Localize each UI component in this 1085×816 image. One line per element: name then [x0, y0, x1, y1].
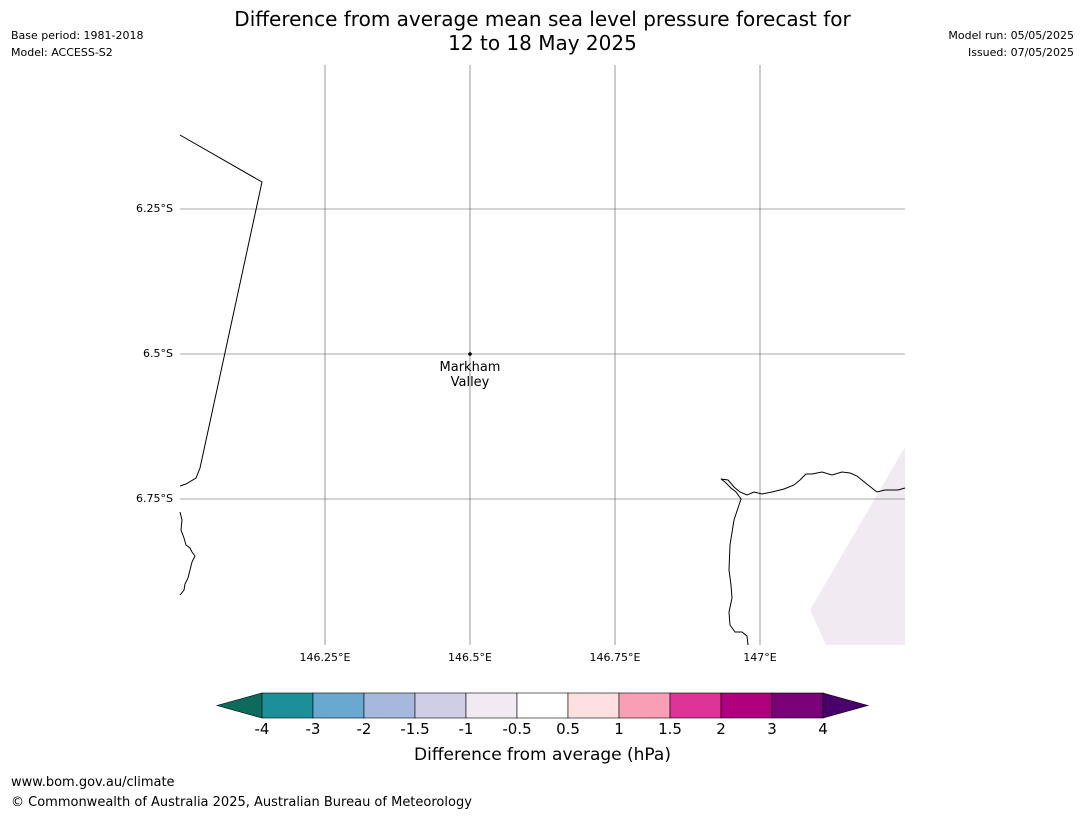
coastline-east [720, 471, 906, 646]
colorbar-tick-label: 4 [818, 720, 828, 738]
colorbar-segment [567, 692, 620, 719]
issued-date: Issued: 07/05/2025 [967, 46, 1074, 59]
border-line-west [179, 134, 263, 487]
anomaly-shading [810, 447, 905, 645]
place-label-line-1: Markham [439, 360, 501, 375]
colorbar [215, 692, 870, 719]
colorbar-tick-label: 1.5 [658, 720, 682, 738]
lat-label-6.5: 6.5°S [143, 347, 173, 360]
lon-label-147: 147°E [743, 651, 777, 664]
chart-title: Difference from average mean sea level p… [0, 7, 1085, 55]
footer-copyright: © Commonwealth of Australia 2025, Austra… [11, 795, 472, 810]
colorbar-tick-label: -4 [254, 720, 270, 738]
place-label-line-2: Valley [450, 375, 490, 390]
place-label-markham-valley: Markham Valley [420, 360, 520, 390]
markham-valley-marker [468, 352, 472, 356]
colorbar-segment [516, 692, 569, 719]
colorbar-tick-label: 0.5 [556, 720, 580, 738]
colorbar-tick-label: -1.5 [400, 720, 430, 738]
footer-url: www.bom.gov.au/climate [11, 775, 175, 790]
colorbar-tick-label: 1 [614, 720, 624, 738]
colorbar-under-arrow [215, 692, 263, 719]
coastline-west [179, 511, 196, 596]
colorbar-segment [669, 692, 722, 719]
coastlines [179, 134, 906, 646]
colorbar-tick-label: -3 [305, 720, 321, 738]
lat-label-6.75: 6.75°S [136, 492, 173, 505]
colorbar-tick-label: -0.5 [502, 720, 532, 738]
colorbar-segment [465, 692, 518, 719]
colorbar-segment [771, 692, 824, 719]
lon-label-146.5: 146.5°E [448, 651, 492, 664]
colorbar-over-arrow [822, 692, 870, 719]
lat-label-6.25: 6.25°S [136, 202, 173, 215]
model-run: Model run: 05/05/2025 [948, 29, 1074, 42]
lon-label-146.25: 146.25°E [299, 651, 351, 664]
colorbar-segment [720, 692, 773, 719]
colorbar-segment [618, 692, 671, 719]
title-line-2: 12 to 18 May 2025 [448, 31, 637, 55]
colorbar-tick-label: -1 [458, 720, 474, 738]
lon-label-146.75: 146.75°E [589, 651, 641, 664]
colorbar-segment [261, 692, 314, 719]
colorbar-tick-label: 2 [716, 720, 726, 738]
colorbar-tick-label: -2 [356, 720, 372, 738]
colorbar-segment [414, 692, 467, 719]
model-name: Model: ACCESS-S2 [11, 46, 113, 59]
meta-right: Model run: 05/05/2025 Issued: 07/05/2025 [948, 27, 1074, 61]
colorbar-segment [363, 692, 416, 719]
graticule [180, 65, 905, 645]
colorbar-label: Difference from average (hPa) [414, 745, 671, 765]
base-period: Base period: 1981-2018 [11, 29, 144, 42]
title-line-1: Difference from average mean sea level p… [234, 7, 851, 31]
colorbar-segment [312, 692, 365, 719]
colorbar-tick-label: 3 [767, 720, 777, 738]
meta-left: Base period: 1981-2018 Model: ACCESS-S2 [11, 27, 143, 61]
